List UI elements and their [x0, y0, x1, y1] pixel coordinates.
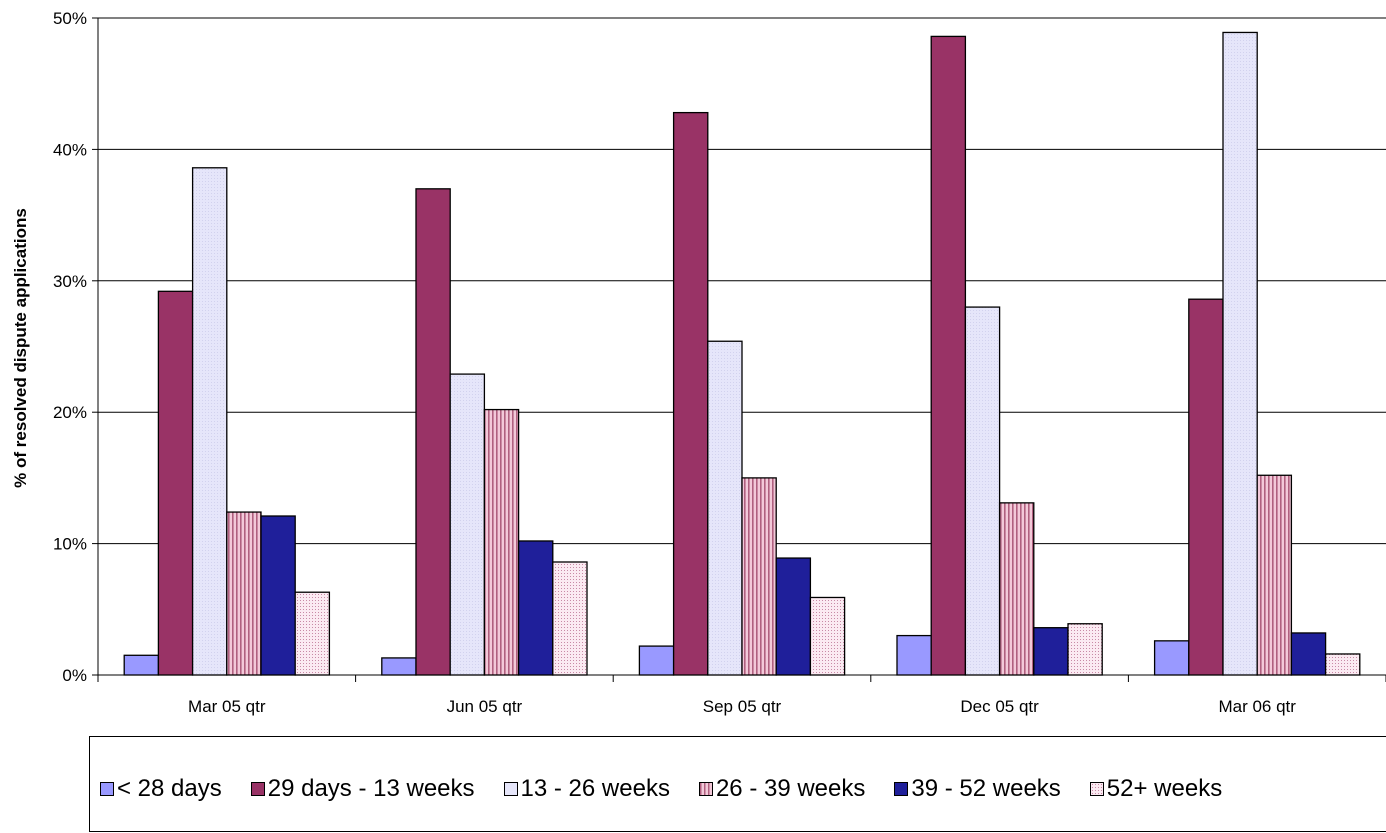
- y-tick-label: 50%: [53, 9, 87, 28]
- bar: [1188, 298, 1224, 676]
- legend-label: 13 - 26 weeks: [520, 775, 670, 802]
- bar: [517, 540, 554, 676]
- bar: [964, 306, 1001, 676]
- y-tick-label: 10%: [53, 535, 87, 554]
- legend-item: 26 - 39 weeks: [698, 775, 866, 803]
- bar: [449, 373, 486, 676]
- bar: [226, 511, 262, 676]
- bar: [809, 596, 846, 676]
- bar: [552, 561, 588, 676]
- x-tick-label: Dec 05 qtr: [960, 697, 1039, 716]
- legend-swatch: [250, 782, 265, 796]
- legend-swatch: [100, 782, 114, 796]
- bar: [998, 502, 1035, 676]
- bar: [1290, 632, 1327, 676]
- legend-label: 26 - 39 weeks: [715, 775, 866, 802]
- bar: [381, 657, 417, 676]
- bar: [775, 557, 812, 676]
- legend-swatch: [503, 782, 518, 796]
- legend-label: 29 days - 13 weeks: [267, 775, 475, 802]
- x-tick-label: Mar 05 qtr: [188, 697, 266, 716]
- legend-label: 52+ weeks: [1106, 775, 1223, 802]
- bar: [638, 645, 675, 676]
- bar: [415, 188, 451, 676]
- bar: [483, 408, 520, 676]
- bar: [260, 515, 296, 676]
- legend-item: 39 - 52 weeks: [894, 775, 1061, 803]
- bar: [157, 290, 194, 676]
- bar: [1324, 653, 1361, 676]
- legend-swatch: [1089, 782, 1104, 796]
- bar: [896, 634, 932, 676]
- bar: [1067, 623, 1103, 676]
- bar: [1153, 640, 1190, 676]
- bar: [707, 340, 743, 676]
- y-tick-label: 0%: [62, 666, 87, 685]
- legend-item: < 28 days: [100, 775, 222, 803]
- x-tick-label: Sep 05 qtr: [703, 697, 782, 716]
- y-tick-label: 40%: [53, 140, 87, 159]
- y-tick-label: 30%: [53, 272, 87, 291]
- x-tick-label: Mar 06 qtr: [1218, 697, 1296, 716]
- bar: [294, 591, 331, 676]
- x-tick-labels: Mar 05 qtr Jun 05 qtr Sep 05 qtr Dec 05 qtr…: [188, 697, 1296, 716]
- x-tick-label: Jun 05 qtr: [447, 697, 523, 716]
- bar: [930, 35, 967, 676]
- legend-item: 29 days - 13 weeks: [250, 775, 475, 803]
- gridlines: [98, 17, 1386, 545]
- legend: < 28 days 29 days - 13 weeks 13 - 26 weeks…: [89, 736, 1386, 832]
- y-tick-labels: 0% 10% 20% 30% 40% 50%: [53, 9, 87, 685]
- axes: [92, 17, 1386, 682]
- bar: [1256, 474, 1293, 676]
- bar: [1222, 31, 1258, 676]
- bar: [741, 477, 777, 676]
- bar: [191, 167, 228, 676]
- legend-label: 39 - 52 weeks: [911, 775, 1061, 802]
- bar: [123, 654, 160, 676]
- legend-swatch: [698, 782, 713, 796]
- legend-item: 52+ weeks: [1089, 775, 1223, 803]
- bar-chart: 0% 10% 20% 30% 40% 50% Mar 05 qtr Jun 05 qtr Se…: [11, 9, 1386, 716]
- bars: [123, 31, 1361, 676]
- legend-label: < 28 days: [117, 775, 222, 802]
- bar: [672, 111, 709, 676]
- y-axis-label: % of resolved dispute applications: [11, 208, 30, 488]
- bar: [1033, 627, 1069, 676]
- y-tick-label: 20%: [53, 403, 87, 422]
- legend-item: 13 - 26 weeks: [503, 775, 670, 803]
- legend-items: < 28 days 29 days - 13 weeks 13 - 26 weeks…: [100, 775, 1251, 803]
- legend-swatch: [894, 782, 909, 796]
